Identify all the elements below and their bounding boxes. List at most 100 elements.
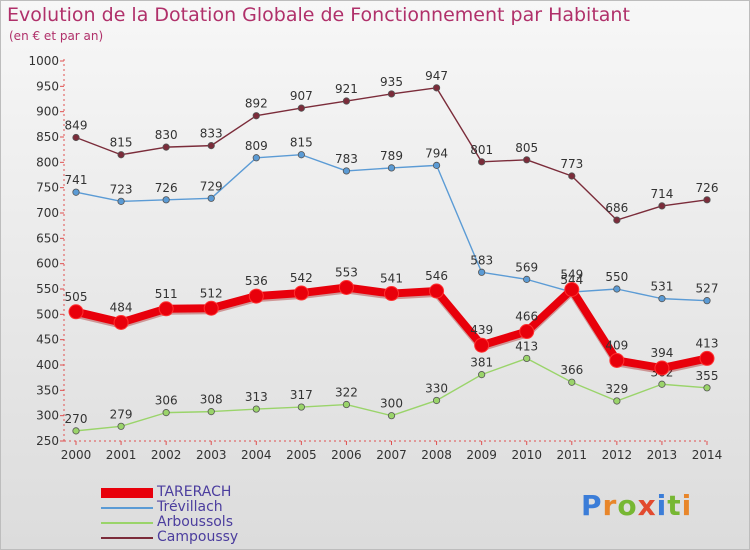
data-label-campoussy: 726 [696, 181, 719, 195]
data-label-tarerach: 439 [470, 323, 493, 337]
logo-letter: x [637, 489, 657, 522]
data-label-tarerach: 466 [515, 310, 538, 324]
legend-swatch-campoussy [101, 536, 153, 539]
data-label-tarerach: 553 [335, 265, 358, 279]
data-point-arboussols [252, 405, 260, 413]
legend-item-arboussols: Arboussols [101, 515, 238, 530]
data-label-arboussols: 279 [110, 407, 133, 421]
chart-title: Evolution de la Dotation Globale de Fonc… [7, 4, 630, 26]
x-tick-label: 2006 [331, 448, 362, 462]
data-point-trvillach [523, 275, 531, 283]
data-point-campoussy [478, 158, 486, 166]
data-label-arboussols: 300 [380, 397, 403, 411]
x-tick-label: 2001 [106, 448, 137, 462]
legend-swatch-tarerach [101, 487, 153, 498]
data-point-tarerach [113, 314, 129, 330]
data-point-tarerach [654, 360, 670, 376]
data-label-campoussy: 947 [425, 69, 448, 83]
data-label-trvillach: 531 [650, 280, 673, 294]
data-point-tarerach [429, 283, 445, 299]
y-tick-label: 750 [36, 181, 59, 195]
y-tick-label: 300 [36, 409, 59, 423]
data-label-arboussols: 413 [515, 339, 538, 353]
data-label-campoussy: 833 [200, 127, 223, 141]
data-point-tarerach [474, 337, 490, 353]
y-tick-label: 950 [36, 79, 59, 93]
data-point-tarerach [699, 350, 715, 366]
logo-letter: t [667, 489, 682, 522]
legend-label-trevillach: Trévillach [157, 499, 223, 515]
x-tick-label: 2009 [466, 448, 497, 462]
data-label-tarerach: 512 [200, 286, 223, 300]
y-tick-label: 1000 [28, 54, 59, 68]
x-tick-label: 2010 [511, 448, 542, 462]
data-label-trvillach: 741 [65, 173, 88, 187]
data-label-arboussols: 322 [335, 386, 358, 400]
x-tick-label: 2014 [692, 448, 723, 462]
data-point-campoussy [342, 97, 351, 105]
data-label-arboussols: 313 [245, 390, 268, 404]
data-label-campoussy: 801 [470, 143, 493, 157]
data-point-campoussy [658, 202, 666, 210]
data-label-tarerach: 413 [696, 336, 719, 350]
data-label-campoussy: 892 [245, 97, 268, 111]
data-point-trvillach [703, 297, 711, 305]
data-point-campoussy [252, 112, 260, 120]
data-point-campoussy [387, 90, 396, 98]
proxiti-logo: Proxiti [581, 489, 692, 522]
data-label-tarerach: 542 [290, 271, 313, 285]
data-label-campoussy: 921 [335, 82, 358, 96]
data-point-trvillach [432, 161, 441, 169]
y-tick-label: 700 [36, 206, 59, 220]
y-tick-label: 350 [36, 383, 59, 397]
data-label-arboussols: 366 [560, 363, 583, 377]
data-point-arboussols [613, 397, 621, 405]
data-point-tarerach [203, 300, 219, 316]
y-tick-label: 250 [36, 434, 59, 448]
x-tick-label: 2012 [602, 448, 633, 462]
y-tick-label: 650 [36, 231, 59, 245]
data-label-arboussols: 308 [200, 393, 223, 407]
y-tick-label: 400 [36, 358, 59, 372]
legend-item-trevillach: Trévillach [101, 500, 238, 515]
data-label-trvillach: 550 [605, 270, 628, 284]
x-tick-label: 2008 [421, 448, 452, 462]
data-label-arboussols: 317 [290, 388, 313, 402]
data-point-trvillach [162, 196, 170, 204]
data-label-tarerach: 549 [560, 268, 583, 282]
data-point-campoussy [432, 84, 441, 92]
x-tick-label: 2004 [241, 448, 272, 462]
data-point-campoussy [297, 104, 305, 112]
data-label-trvillach: 723 [110, 182, 133, 196]
data-point-arboussols [72, 427, 80, 435]
data-label-campoussy: 830 [155, 128, 178, 142]
data-point-trvillach [478, 268, 486, 276]
data-point-arboussols [568, 378, 576, 386]
data-label-arboussols: 329 [605, 382, 628, 396]
x-tick-label: 2005 [286, 448, 317, 462]
data-point-tarerach [564, 282, 580, 298]
y-tick-label: 600 [36, 257, 59, 271]
y-tick-label: 850 [36, 130, 59, 144]
logo-letter: o [617, 489, 638, 522]
data-label-arboussols: 306 [155, 394, 178, 408]
logo-letter: P [581, 489, 603, 522]
data-point-tarerach [158, 301, 174, 317]
data-point-campoussy [613, 216, 621, 224]
data-point-trvillach [72, 188, 80, 196]
legend-label-campoussy: Campoussy [157, 529, 239, 545]
data-label-campoussy: 773 [560, 157, 583, 171]
x-tick-label: 2007 [376, 448, 407, 462]
data-label-campoussy: 714 [650, 187, 673, 201]
data-point-arboussols [387, 412, 396, 420]
data-label-tarerach: 511 [155, 287, 178, 301]
data-point-tarerach [248, 288, 264, 304]
data-label-arboussols: 330 [425, 381, 448, 395]
data-point-campoussy [117, 151, 125, 159]
data-label-tarerach: 484 [110, 300, 133, 314]
data-point-campoussy [703, 196, 711, 204]
data-label-arboussols: 355 [696, 369, 719, 383]
data-point-arboussols [297, 403, 305, 411]
data-point-arboussols [117, 422, 125, 430]
